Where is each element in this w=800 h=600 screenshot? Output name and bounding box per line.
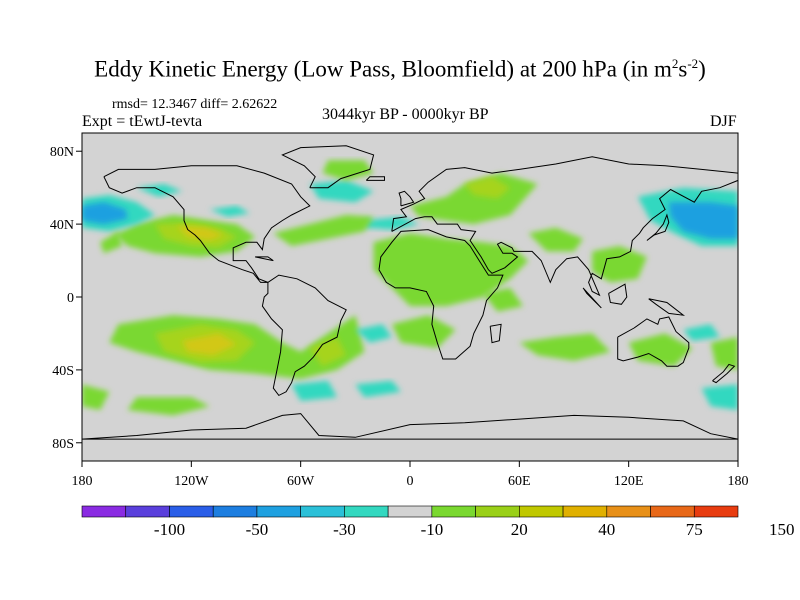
colorbar-swatch [387,505,433,518]
coastline-path [261,274,347,397]
coastline-path [608,283,628,305]
coastline-path [82,413,738,440]
eke-contour-region [710,337,738,370]
colorbar-swatch [693,505,739,518]
eke-contour-region [391,315,456,348]
colorbar-swatch [562,505,608,518]
coastline-path [365,176,385,181]
coastline-path [617,316,690,367]
eke-contour-region [309,180,374,203]
eke-field [82,160,738,416]
coastline-path [712,363,736,384]
coastline-path [281,145,375,189]
colorbar-swatch [125,505,170,518]
colorbar-label: 40 [598,520,615,539]
eke-contour-region [100,231,123,254]
colorbar-swatch [169,505,214,518]
eke-contour-region [668,202,738,239]
coastline-path [391,156,738,297]
lon-tick-label: 60W [287,474,315,489]
lon-tick-label: 0 [407,474,414,489]
eke-contour-region [82,202,128,225]
colorbar-swatch [606,505,651,518]
eke-contour-region [82,384,110,410]
colorbar-label: 20 [511,520,528,539]
lat-tick-label: 40N [50,218,74,233]
colorbar-swatch [650,505,695,518]
colorbar-label: -10 [421,520,444,539]
colorbar-label: 75 [686,520,703,539]
colorbar-swatch [300,505,345,518]
colorbar-label: 150 [769,520,795,539]
eke-contour-region [373,233,529,307]
lat-tick-label: 80S [52,437,74,452]
eke-contour-region [176,225,225,241]
coastline-path [648,298,686,316]
lon-tick-label: 120E [614,474,644,489]
season-label: DJF [710,113,737,130]
eke-contour-region [355,380,401,398]
colorbar-swatch [256,505,301,518]
colorbar-swatch [344,505,389,518]
colorbar-label: -30 [333,520,356,539]
colorbar: -100 -50 -30 -10 20 40 75 150 [81,505,795,539]
eke-contour-region [309,337,347,367]
experiment-label: Expt = tEwtJ-tevta [82,113,203,130]
axis-ticks: 80N 40N 0 40S 80S 180 120W 60W 0 60E 120E 180 [50,145,749,489]
colorbar-swatch [475,505,520,518]
coastline-path [398,190,415,207]
eke-contour-region [628,333,693,367]
eke-contour-region [322,160,374,181]
colorbar-swatch [431,505,476,518]
lat-tick-label: 80N [50,145,74,160]
lon-tick-label: 180 [728,474,749,489]
colorbar-swatch [212,505,258,518]
coastline-path [489,323,502,344]
colorbar-label: -50 [246,520,269,539]
lon-tick-label: 120W [174,474,209,489]
stats-text: rmsd= 12.3467 diff= 2.62622 [112,97,278,112]
eke-contour-region [209,205,250,217]
eke-contour-region [592,246,647,283]
lat-tick-label: 0 [67,291,74,306]
colorbar-label: -100 [154,520,185,539]
colorbar-swatch [81,505,127,518]
eke-contour-region [364,216,420,230]
coastline-path [582,287,602,309]
eke-contour-region [683,324,720,341]
eke-contour-region [291,380,338,401]
eke-contour-region [528,227,584,252]
coastline-path [103,165,311,283]
eke-contour-region [355,324,392,343]
lon-tick-label: 60E [508,474,531,489]
chart-title: Eddy Kinetic Energy (Low Pass, Bloomfiel… [94,56,706,82]
lon-tick-label: 180 [72,474,93,489]
eke-contour-region [464,176,511,199]
eke-contour-region [127,397,210,416]
eke-contour-region [519,333,611,361]
coastlines [82,145,738,440]
coastline-path [646,213,670,241]
colorbar-swatch [519,505,564,518]
eke-contour-region [182,333,237,356]
period-label: 3044kyr BP - 0000kyr BP [322,106,489,123]
coastline-path [255,256,274,262]
coastline-path [378,229,504,360]
eke-contour-region [701,384,738,410]
eke-contour-region [273,215,374,246]
lat-tick-label: 40S [52,364,74,379]
